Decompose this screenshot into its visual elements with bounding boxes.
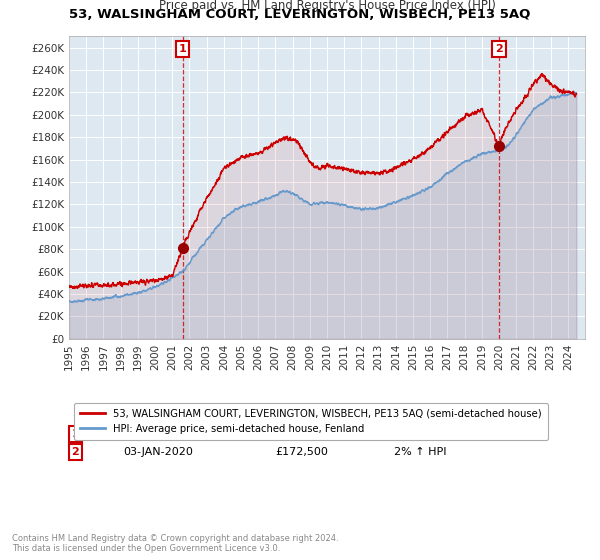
Text: 02-AUG-2001: 02-AUG-2001 bbox=[123, 429, 197, 439]
Text: £81,000: £81,000 bbox=[275, 429, 321, 439]
Legend: 53, WALSINGHAM COURT, LEVERINGTON, WISBECH, PE13 5AQ (semi-detached house), HPI:: 53, WALSINGHAM COURT, LEVERINGTON, WISBE… bbox=[74, 403, 548, 440]
Text: 53, WALSINGHAM COURT, LEVERINGTON, WISBECH, PE13 5AQ: 53, WALSINGHAM COURT, LEVERINGTON, WISBE… bbox=[70, 8, 530, 21]
Text: 2: 2 bbox=[71, 447, 79, 457]
Title: Price paid vs. HM Land Registry's House Price Index (HPI): Price paid vs. HM Land Registry's House … bbox=[158, 0, 496, 12]
Text: Contains HM Land Registry data © Crown copyright and database right 2024.
This d: Contains HM Land Registry data © Crown c… bbox=[12, 534, 338, 553]
Text: £172,500: £172,500 bbox=[275, 447, 328, 457]
Text: 2: 2 bbox=[495, 44, 503, 54]
Text: 03-JAN-2020: 03-JAN-2020 bbox=[123, 447, 193, 457]
Text: 30% ↑ HPI: 30% ↑ HPI bbox=[394, 429, 454, 439]
Text: 1: 1 bbox=[71, 429, 79, 439]
Text: 2% ↑ HPI: 2% ↑ HPI bbox=[394, 447, 446, 457]
Text: 1: 1 bbox=[179, 44, 187, 54]
